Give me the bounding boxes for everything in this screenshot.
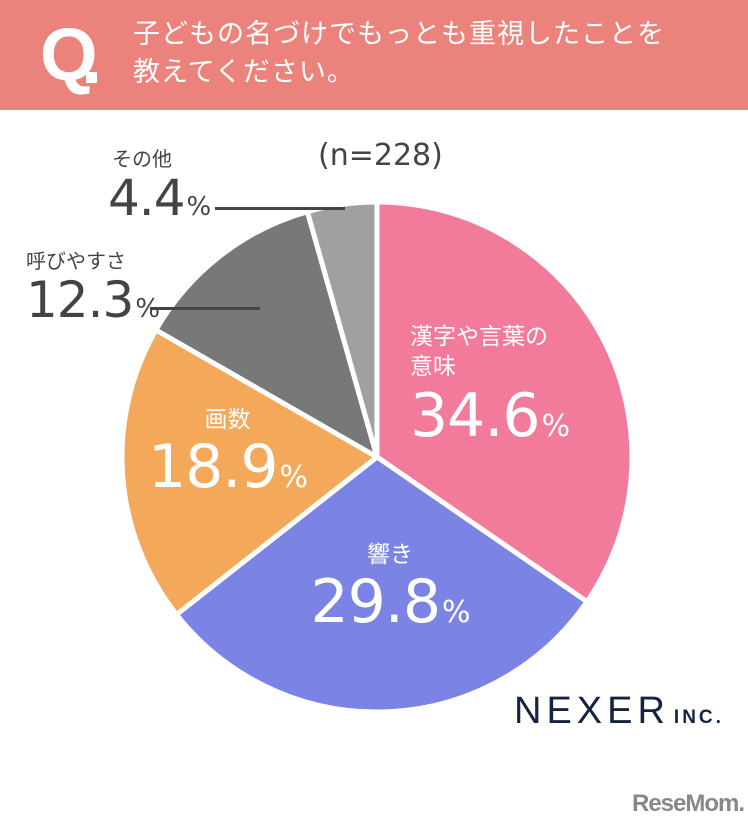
label-other: その他 4.4% (108, 147, 211, 227)
label-yobiyasusa: 呼びやすさ 12.3% (26, 249, 160, 329)
pie-slice (119, 327, 380, 618)
pie-slice (374, 199, 635, 605)
pie-slice (153, 209, 380, 460)
question-text: 子どもの名づけでもっとも重視したことを 教えてください。 (133, 16, 665, 92)
nexer-logo: NEXER INC. (514, 690, 724, 732)
sample-size: (n=228) (318, 138, 443, 173)
pie-slice (173, 454, 590, 715)
question-header: Q 子どもの名づけでもっとも重視したことを 教えてください。 (0, 0, 748, 110)
leader-line-other (215, 207, 345, 210)
question-line-1: 子どもの名づけでもっとも重視したことを (133, 19, 665, 50)
label-hibiki: 響き 29.8% (310, 542, 470, 637)
question-line-2: 教えてください。 (133, 57, 355, 88)
label-kanji: 漢字や言葉の 意味 34.6% (410, 324, 570, 451)
label-kakusu: 画数 18.9% (147, 407, 308, 502)
leader-line-yobiyasusa (150, 307, 260, 310)
resemom-logo: ReseMom. (632, 790, 745, 817)
q-dot (86, 72, 97, 83)
pie-slice (304, 199, 380, 460)
